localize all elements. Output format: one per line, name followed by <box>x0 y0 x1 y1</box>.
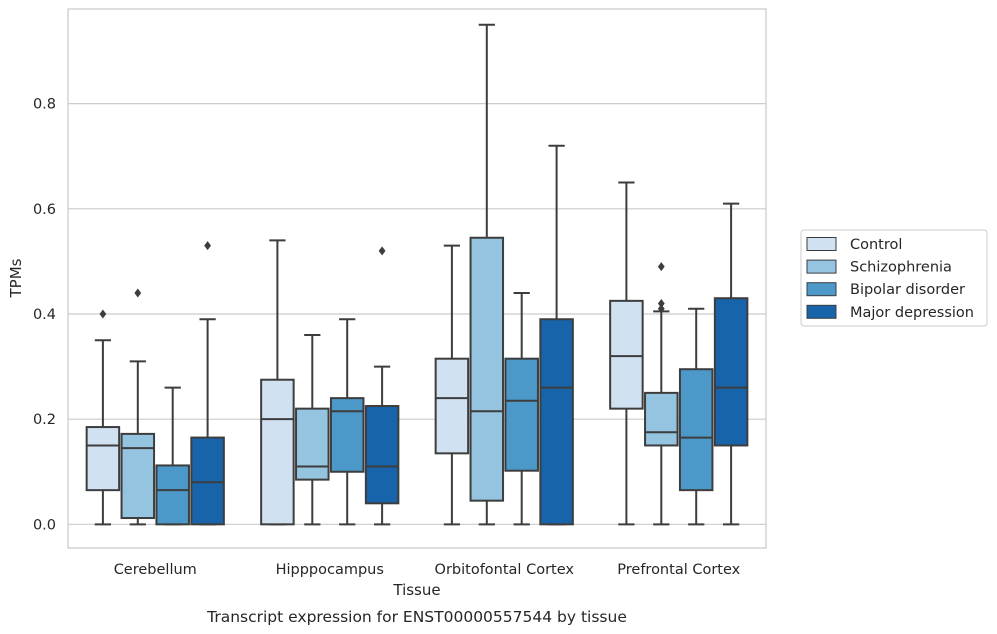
outlier-point <box>657 304 665 314</box>
box-iqr <box>469 236 505 502</box>
x-tick-labels: Cerebellum Hipppocampus Orbitofontal Corte… <box>114 562 741 578</box>
y-tick-label: 0.2 <box>33 412 56 428</box>
legend-swatch <box>806 237 837 251</box>
box-major-depression <box>713 202 749 526</box>
outlier-point <box>99 309 107 319</box>
box-iqr <box>260 378 295 526</box>
outlier-point <box>378 246 386 256</box>
box-schizophrenia <box>120 288 156 526</box>
box-major-depression <box>190 241 225 526</box>
y-tick-labels: 0.0 0.2 0.4 0.6 0.8 <box>33 97 56 534</box>
box-iqr <box>678 368 714 492</box>
x-tick-label: Orbitofontal Cortex <box>435 562 575 578</box>
x-tick-label: Prefrontal Cortex <box>617 562 740 578</box>
y-tick-label: 0.4 <box>33 307 56 323</box>
box-control <box>260 239 295 526</box>
box-iqr <box>364 405 400 505</box>
outlier-point <box>204 241 211 251</box>
box-iqr <box>295 407 330 481</box>
box-iqr <box>713 297 749 447</box>
box-schizophrenia <box>644 262 679 526</box>
y-tick-label: 0.8 <box>33 97 56 113</box>
outlier-point <box>134 288 142 298</box>
box-schizophrenia <box>469 23 505 526</box>
box-major-depression <box>539 144 574 526</box>
x-tick-label: Hipppocampus <box>276 562 384 578</box>
box-iqr <box>434 357 470 455</box>
legend: Control Schizophrenia Bipolar disorder Majo… <box>800 229 988 327</box>
chart-caption: Transcript expression for ENST0000055754… <box>206 608 627 626</box>
legend-label: Major depression <box>850 305 974 321</box>
box-control <box>609 181 644 526</box>
legend-swatch <box>806 259 837 274</box>
y-tick-label: 0.6 <box>33 202 56 218</box>
box-iqr <box>329 397 365 473</box>
outlier-point <box>657 298 665 308</box>
box-iqr <box>155 464 190 526</box>
outlier-point <box>657 262 665 272</box>
box-control <box>85 309 121 526</box>
boxes-layer <box>85 23 749 526</box>
legend-swatch <box>806 282 837 297</box>
box-control <box>434 244 470 526</box>
box-iqr <box>504 357 539 472</box>
box-bipolar-disorder <box>329 318 365 526</box>
x-axis-label: Tissue <box>392 581 440 599</box>
box-bipolar-disorder <box>155 386 190 526</box>
box-bipolar-disorder <box>678 307 714 526</box>
box-iqr <box>644 391 679 447</box>
box-iqr <box>190 436 225 526</box>
legend-label: Schizophrenia <box>850 260 952 276</box>
legend-frame <box>800 229 988 327</box>
box-major-depression <box>364 246 400 526</box>
box-schizophrenia <box>295 334 330 526</box>
legend-label: Control <box>850 237 902 253</box>
x-tick-label: Cerebellum <box>114 562 197 578</box>
legend-swatch <box>806 304 837 319</box>
box-iqr <box>85 426 121 492</box>
y-axis-label: TPMs <box>7 258 25 298</box>
legend-label: Bipolar disorder <box>850 282 965 298</box>
box-iqr <box>609 299 644 410</box>
y-tick-label: 0.0 <box>33 517 56 533</box>
box-iqr <box>539 318 574 526</box>
box-bipolar-disorder <box>504 291 539 526</box>
plot-frame <box>67 8 767 549</box>
box-iqr <box>120 432 156 520</box>
